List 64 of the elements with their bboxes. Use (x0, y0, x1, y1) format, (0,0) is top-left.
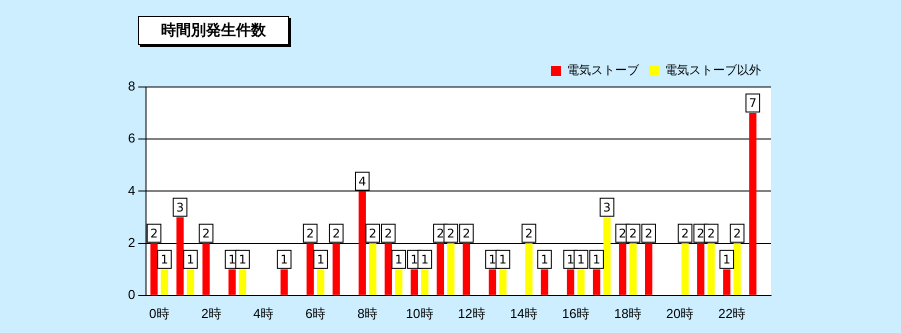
data-label: 1 (410, 252, 418, 266)
data-label: 1 (592, 252, 600, 266)
y-tick-label: 4 (128, 182, 136, 198)
data-label: 2 (436, 226, 444, 240)
data-label: 4 (358, 174, 366, 188)
data-label: 2 (150, 226, 158, 240)
x-tick-label: 10時 (406, 306, 434, 321)
legend-label: 電気ストーブ以外 (665, 63, 761, 78)
data-label: 2 (696, 226, 705, 240)
bar (447, 243, 454, 295)
data-label: 1 (499, 252, 507, 266)
data-label: 1 (186, 252, 194, 266)
x-tick-label: 6時 (305, 306, 326, 321)
data-label: 2 (384, 226, 392, 240)
x-tick-label: 14時 (510, 306, 538, 321)
data-label: 2 (332, 226, 340, 240)
chart-title: 時間別発生件数 (138, 16, 289, 45)
data-label: 2 (306, 226, 314, 240)
data-label: 2 (629, 226, 637, 240)
data-label: 3 (176, 200, 184, 214)
x-tick-label: 16時 (562, 306, 590, 321)
data-label: 1 (316, 252, 324, 266)
bar (629, 243, 637, 295)
x-tick-label: 22時 (718, 306, 746, 321)
bar (238, 269, 246, 295)
data-label: 1 (160, 252, 168, 266)
x-tick-label: 8時 (357, 306, 378, 321)
data-label: 2 (368, 226, 377, 240)
y-tick-label: 2 (128, 234, 136, 250)
data-label: 1 (722, 252, 731, 266)
data-label: 2 (462, 226, 470, 240)
data-label: 2 (446, 226, 455, 240)
bar (421, 269, 428, 295)
data-label: 2 (618, 226, 626, 240)
data-label: 2 (681, 226, 689, 240)
bar (577, 269, 585, 295)
bar (499, 269, 507, 295)
x-tick-label: 4時 (253, 306, 274, 321)
data-label: 3 (603, 200, 611, 214)
data-label: 2 (525, 226, 533, 240)
bar (707, 243, 715, 295)
x-tick-label: 12時 (458, 306, 486, 321)
data-label: 1 (577, 252, 585, 266)
data-label: 1 (394, 252, 403, 266)
x-tick-label: 0時 (149, 306, 170, 321)
data-label: 2 (202, 226, 210, 240)
data-label: 2 (707, 226, 715, 240)
x-tick-label: 18時 (614, 306, 642, 321)
legend-label: 電気ストーブ (567, 63, 640, 78)
y-tick-label: 8 (128, 78, 136, 94)
x-tick-label: 20時 (666, 306, 694, 321)
data-label: 1 (420, 252, 429, 266)
x-tick-label: 2時 (201, 306, 222, 321)
data-label: 1 (566, 252, 574, 266)
y-tick-label: 0 (128, 286, 136, 302)
data-label: 7 (748, 96, 757, 110)
y-tick-label: 6 (128, 130, 136, 146)
data-label: 2 (733, 226, 741, 240)
data-label: 1 (228, 252, 236, 266)
data-label: 1 (540, 252, 548, 266)
data-label: 1 (280, 252, 288, 266)
data-label: 1 (488, 252, 496, 266)
data-label: 2 (644, 226, 652, 240)
data-label: 1 (238, 252, 246, 266)
